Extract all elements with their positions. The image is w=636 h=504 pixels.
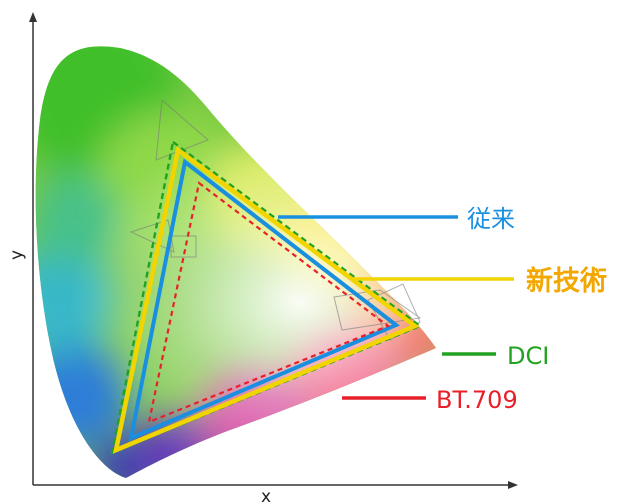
legend-label-new-tech: 新技術 (526, 265, 607, 297)
y-axis-label: y (7, 250, 27, 260)
legend-label-bt709: BT.709 (436, 386, 518, 414)
x-axis-arrow (508, 481, 518, 489)
y-axis-arrow (29, 12, 37, 22)
x-axis-label: x (261, 487, 271, 504)
bt709-gamut (147, 181, 391, 424)
legend-label-conventional: 従来 (467, 205, 515, 233)
new-tech-gamut (112, 146, 420, 454)
axes (29, 12, 518, 489)
conventional-gamut (128, 158, 400, 442)
gamut-triangles (110, 139, 423, 455)
legend-leaders (278, 215, 514, 400)
legend-label-dci: DCI (507, 342, 549, 370)
